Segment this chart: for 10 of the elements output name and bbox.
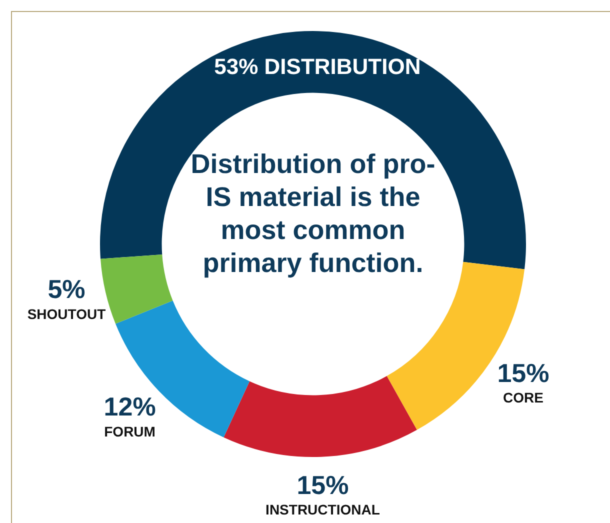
slice-label: FORUM (104, 423, 156, 440)
slice-label: SHOUTOUT (27, 306, 106, 322)
data-label: 15% (296, 470, 349, 500)
data-label: 5% (48, 274, 86, 304)
slice-label: INSTRUCTIONAL (266, 502, 380, 518)
data-label: 12% (104, 392, 156, 422)
text: Distribution of pro-IS material is the most common primary function. (190, 148, 436, 280)
data-label: 15% (497, 358, 550, 388)
slice-label: 53% DISTRIBUTION (214, 54, 421, 79)
slice-label: CORE (503, 390, 544, 406)
